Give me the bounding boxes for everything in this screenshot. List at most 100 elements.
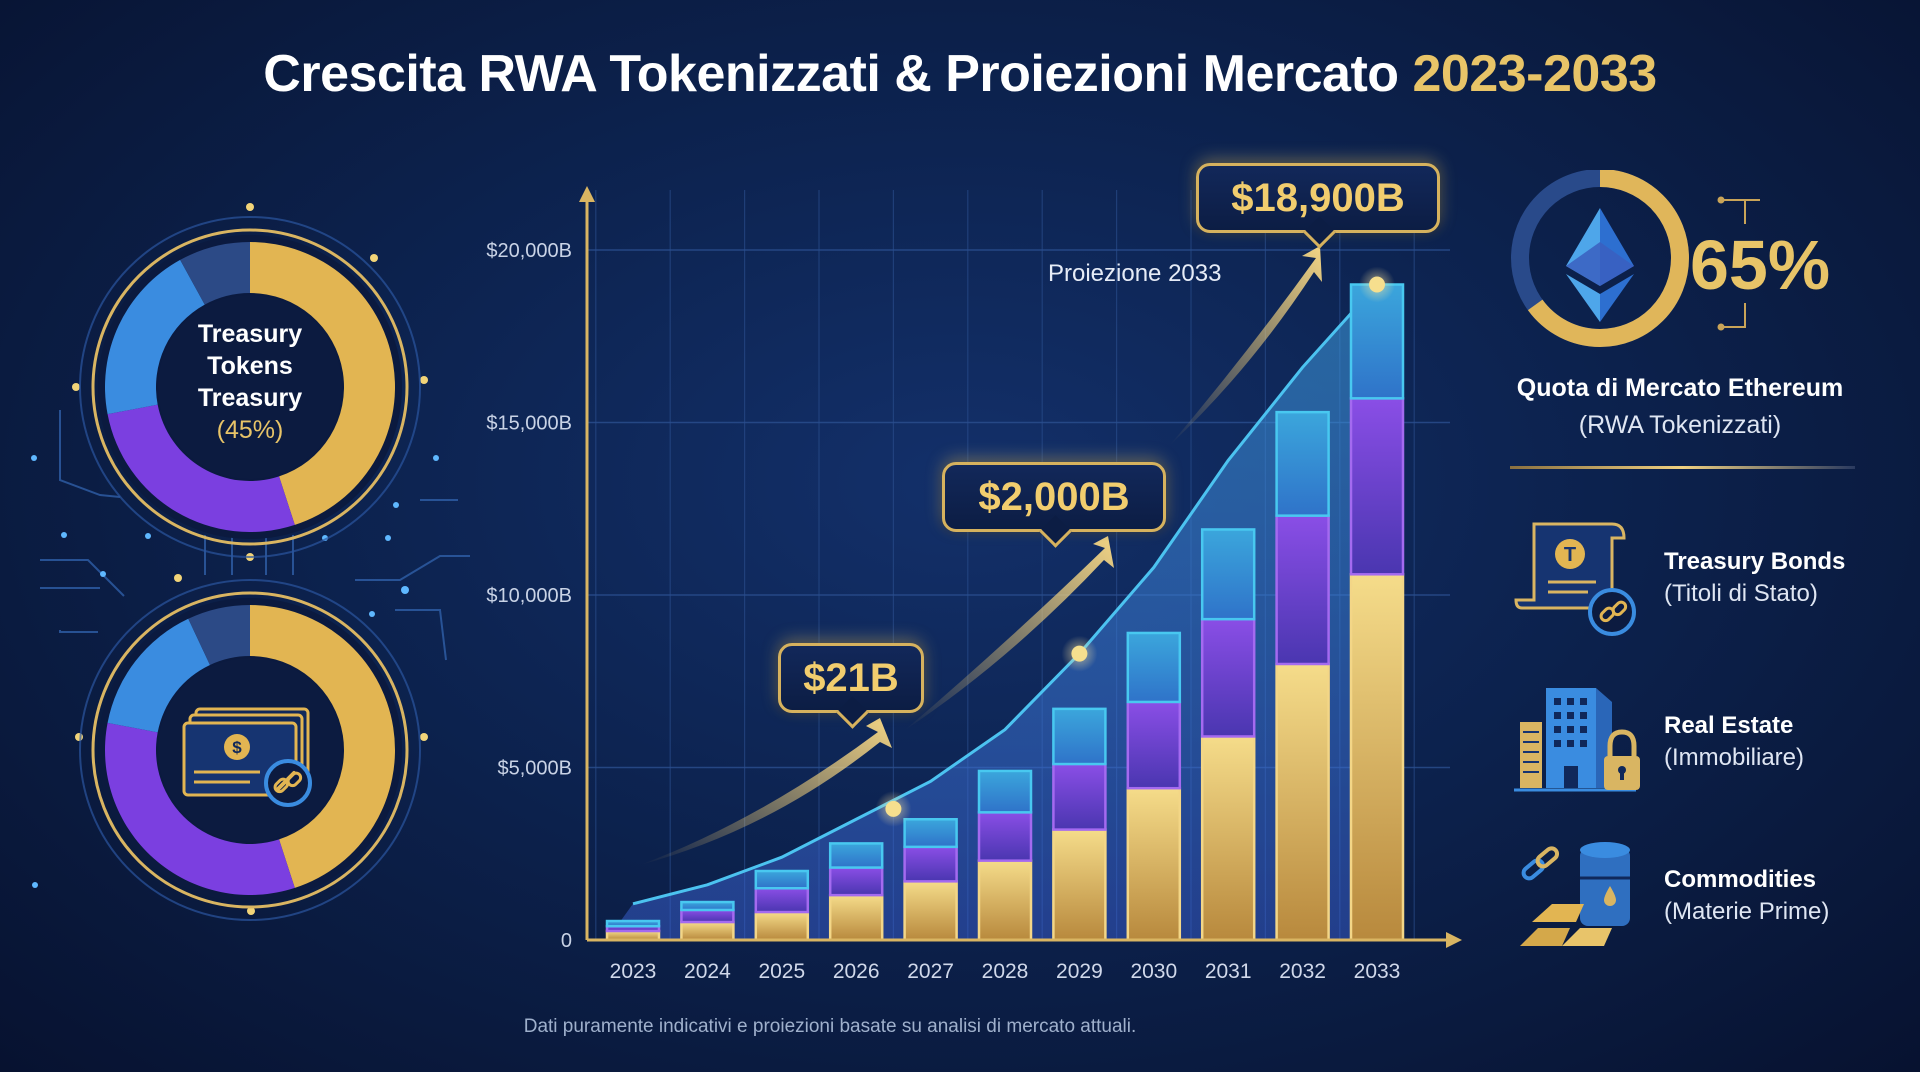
bar-segment-blue [754, 869, 810, 890]
x-tick-label: 2027 [907, 960, 954, 983]
bar-segment-gold [1275, 662, 1330, 942]
divider [1510, 466, 1855, 469]
asset-item-treasury: Treasury Bonds (Titoli di Stato) [1664, 548, 1845, 608]
donut-segment-purple [107, 404, 295, 532]
bar-segment-purple [1349, 397, 1405, 576]
x-tick-label: 2028 [982, 960, 1029, 983]
donut-segment-navy [180, 242, 250, 305]
bar-segment-purple [1200, 617, 1256, 738]
top-donut-percent: (45%) [216, 416, 284, 444]
asset-item-subtitle: (Titoli di Stato) [1664, 580, 1818, 607]
callout-21b: $21B [778, 643, 924, 713]
bar-segment-gold [754, 910, 810, 942]
asset-item-title: Treasury Bonds [1664, 548, 1846, 575]
y-tick-label: 0 [561, 930, 572, 952]
bar-segment-gold [680, 920, 735, 942]
bar-segment-gold [1126, 786, 1182, 942]
bar-segment-gold [1349, 573, 1405, 942]
x-tick-label: 2023 [610, 960, 657, 983]
top-donut-segments [104, 242, 395, 532]
donut-segment-navy [188, 605, 250, 665]
highlight-point [1369, 276, 1385, 293]
bar-segment-gold [1052, 828, 1107, 942]
bar-segment-blue [1052, 707, 1107, 766]
title-main: Crescita RWA Tokenizzati & Proiezioni Me… [263, 45, 1399, 103]
x-tick-label: 2029 [1056, 960, 1103, 983]
top-donut-chart [79, 216, 421, 558]
callout-2000b: $2,000B [942, 462, 1166, 532]
bar-segment-blue [680, 900, 735, 912]
asset-item-subtitle: (Immobiliare) [1664, 744, 1805, 771]
real-estate-icon [1514, 688, 1640, 792]
title-years: 2023-2033 [1412, 45, 1658, 103]
donut-segment-purple [105, 722, 295, 895]
donut-segment-gold [250, 605, 396, 888]
y-tick-label: $5,000B [497, 758, 572, 780]
eth-share-caption: Quota di Mercato Ethereum (RWA Tokenizza… [1500, 374, 1860, 440]
bar-segment-purple [828, 866, 884, 897]
trend-area [607, 283, 1379, 940]
asset-item-title: Real Estate [1664, 712, 1794, 739]
bar-series [605, 283, 1405, 942]
bar-segment-blue [828, 842, 884, 869]
highlight-point [1071, 645, 1088, 662]
svg-text:T: T [1564, 544, 1576, 566]
bar-segment-gold [1200, 735, 1256, 942]
x-tick-label: 2030 [1130, 960, 1177, 983]
commodities-icon [1520, 842, 1630, 946]
top-donut-line-2: Tokens [207, 352, 293, 380]
bar-segment-blue [1200, 528, 1256, 621]
bar-segment-gold [828, 893, 884, 942]
donut-segment-blue [107, 618, 210, 733]
callout-18900b-text: $18,900B [1231, 176, 1405, 220]
top-donut-line-1: Treasury [197, 320, 303, 348]
bar-segment-purple [1052, 762, 1107, 831]
bottom-donut-chart: $ [79, 579, 421, 921]
highlight-points [875, 266, 1395, 827]
projection-label: Proiezione 2033 [1048, 260, 1222, 287]
page-title: Crescita RWA Tokenizzati & Proiezioni Me… [0, 44, 1920, 104]
eth-caption-title: Quota di Mercato Ethereum [1516, 374, 1844, 402]
bar-segment-gold [903, 880, 958, 942]
bar-segment-blue [1275, 410, 1330, 517]
asset-item-title: Commodities [1664, 866, 1817, 893]
callout-18900b: $18,900B [1196, 163, 1440, 233]
x-tick-label: 2025 [758, 960, 805, 983]
bar-segment-purple [977, 811, 1033, 862]
highlight-point [885, 800, 902, 817]
bar-segment-purple [903, 845, 958, 883]
top-donut-label: Treasury Tokens Treasury (45%) [150, 318, 350, 446]
callout-21b-text: $21B [803, 656, 899, 700]
percent-bracket [1717, 196, 1760, 331]
asset-item-real-estate: Real Estate (Immobiliare) [1664, 712, 1804, 772]
chart-axes [579, 186, 1462, 948]
bar-segment-blue [903, 818, 958, 849]
x-tick-label: 2032 [1279, 960, 1326, 983]
bar-segment-blue [977, 769, 1033, 814]
y-tick-label: $10,000B [486, 585, 572, 607]
bar-segment-purple [754, 887, 810, 914]
ethereum-icon [1566, 208, 1634, 322]
donut-segment-gold [250, 242, 395, 525]
bar-segment-blue [1126, 631, 1182, 704]
x-tick-label: 2033 [1354, 960, 1401, 983]
treasury-bond-icon: T [1514, 522, 1636, 636]
banknote-chain-icon: $ [182, 707, 312, 807]
callout-2000b-text: $2,000B [978, 475, 1130, 519]
svg-text:$: $ [232, 738, 242, 757]
donut-segment-blue [104, 259, 205, 415]
trend-line [632, 283, 1379, 906]
asset-item-subtitle: (Materie Prime) [1664, 898, 1830, 925]
x-tick-label: 2031 [1205, 960, 1252, 983]
bar-segment-purple [680, 908, 735, 924]
x-tick-label: 2026 [833, 960, 880, 983]
y-tick-label: $20,000B [486, 240, 572, 262]
asset-item-commodities: Commodities (Materie Prime) [1664, 866, 1829, 926]
bar-segment-gold [977, 859, 1033, 942]
eth-share-value: 65% [1690, 226, 1831, 304]
top-donut-line-3: Treasury [197, 384, 303, 412]
bar-segment-purple [1275, 514, 1330, 666]
bar-segment-purple [1126, 700, 1182, 790]
